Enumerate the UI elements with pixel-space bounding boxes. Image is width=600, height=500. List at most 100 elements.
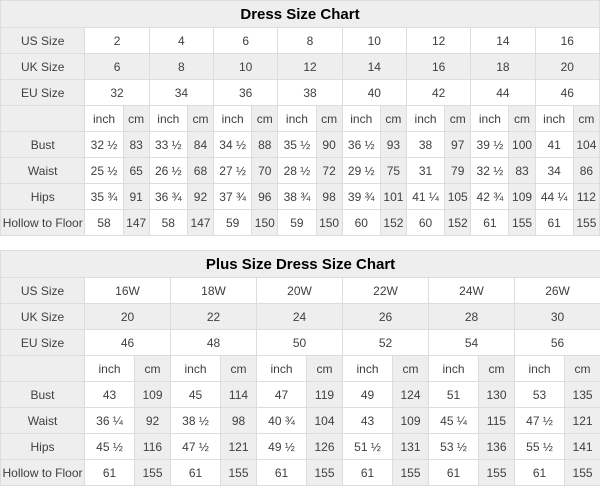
inch-value-cell: 43 xyxy=(343,408,393,434)
cm-value-cell: 124 xyxy=(393,382,429,408)
unit-cm-cell: cm xyxy=(565,356,600,382)
cm-value-cell: 65 xyxy=(123,158,149,184)
size-value-cell: 10 xyxy=(342,28,406,54)
size-value-cell: 10 xyxy=(214,54,278,80)
inch-value-cell: 61 xyxy=(515,460,565,486)
inch-value-cell: 32 ½ xyxy=(85,132,123,158)
inch-value-cell: 36 ½ xyxy=(342,132,380,158)
inch-value-cell: 34 xyxy=(535,158,573,184)
inch-value-cell: 41 ¼ xyxy=(406,184,444,210)
row-label: UK Size xyxy=(1,304,85,330)
size-value-cell: 2 xyxy=(85,28,149,54)
inch-value-cell: 61 xyxy=(171,460,221,486)
cm-value-cell: 98 xyxy=(221,408,257,434)
cm-value-cell: 90 xyxy=(316,132,342,158)
unit-inch-cell: inch xyxy=(471,106,509,132)
unit-inch-cell: inch xyxy=(342,106,380,132)
inch-value-cell: 49 xyxy=(343,382,393,408)
inch-value-cell: 37 ¾ xyxy=(214,184,252,210)
size-value-cell: 24W xyxy=(429,278,515,304)
size-value-cell: 14 xyxy=(471,28,535,54)
unit-cm-cell: cm xyxy=(135,356,171,382)
size-value-cell: 16 xyxy=(406,54,470,80)
inch-value-cell: 61 xyxy=(429,460,479,486)
inch-value-cell: 33 ½ xyxy=(149,132,187,158)
cm-value-cell: 152 xyxy=(445,210,471,236)
size-value-cell: 46 xyxy=(85,330,171,356)
cm-value-cell: 121 xyxy=(565,408,600,434)
row-label: Bust xyxy=(1,132,85,158)
inch-value-cell: 28 ½ xyxy=(278,158,316,184)
unit-inch-cell: inch xyxy=(515,356,565,382)
inch-value-cell: 59 xyxy=(278,210,316,236)
size-value-cell: 26W xyxy=(515,278,600,304)
cm-value-cell: 155 xyxy=(393,460,429,486)
unit-cm-cell: cm xyxy=(252,106,278,132)
inch-value-cell: 38 xyxy=(406,132,444,158)
size-value-cell: 16W xyxy=(85,278,171,304)
size-value-cell: 22 xyxy=(171,304,257,330)
cm-value-cell: 114 xyxy=(221,382,257,408)
unit-inch-cell: inch xyxy=(257,356,307,382)
size-value-cell: 32 xyxy=(85,80,149,106)
cm-value-cell: 68 xyxy=(187,158,213,184)
cm-value-cell: 75 xyxy=(380,158,406,184)
size-value-cell: 36 xyxy=(214,80,278,106)
cm-value-cell: 92 xyxy=(135,408,171,434)
inch-value-cell: 45 ½ xyxy=(85,434,135,460)
inch-value-cell: 38 ¾ xyxy=(278,184,316,210)
cm-value-cell: 83 xyxy=(123,132,149,158)
cm-value-cell: 147 xyxy=(187,210,213,236)
inch-value-cell: 43 xyxy=(85,382,135,408)
row-label: Hips xyxy=(1,184,85,210)
inch-value-cell: 53 ½ xyxy=(429,434,479,460)
inch-value-cell: 61 xyxy=(535,210,573,236)
row-label: EU Size xyxy=(1,330,85,356)
size-value-cell: 48 xyxy=(171,330,257,356)
cm-value-cell: 86 xyxy=(573,158,599,184)
cm-value-cell: 121 xyxy=(221,434,257,460)
cm-value-cell: 88 xyxy=(252,132,278,158)
inch-value-cell: 51 ½ xyxy=(343,434,393,460)
row-label: Hips xyxy=(1,434,85,460)
cm-value-cell: 150 xyxy=(252,210,278,236)
cm-value-cell: 116 xyxy=(135,434,171,460)
cm-value-cell: 79 xyxy=(445,158,471,184)
cm-value-cell: 101 xyxy=(380,184,406,210)
cm-value-cell: 98 xyxy=(316,184,342,210)
inch-value-cell: 58 xyxy=(149,210,187,236)
size-value-cell: 34 xyxy=(149,80,213,106)
size-value-cell: 4 xyxy=(149,28,213,54)
unit-cm-cell: cm xyxy=(221,356,257,382)
size-value-cell: 12 xyxy=(278,54,342,80)
inch-value-cell: 61 xyxy=(471,210,509,236)
cm-value-cell: 136 xyxy=(479,434,515,460)
inch-value-cell: 39 ¾ xyxy=(342,184,380,210)
unit-cm-cell: cm xyxy=(479,356,515,382)
size-value-cell: 38 xyxy=(278,80,342,106)
unit-inch-cell: inch xyxy=(406,106,444,132)
cm-value-cell: 155 xyxy=(565,460,600,486)
table-title: Plus Size Dress Size Chart xyxy=(1,251,600,278)
inch-value-cell: 60 xyxy=(406,210,444,236)
size-value-cell: 46 xyxy=(535,80,599,106)
inch-value-cell: 26 ½ xyxy=(149,158,187,184)
size-value-cell: 24 xyxy=(257,304,343,330)
cm-value-cell: 155 xyxy=(135,460,171,486)
row-label: EU Size xyxy=(1,80,85,106)
unit-cm-cell: cm xyxy=(123,106,149,132)
size-value-cell: 20 xyxy=(535,54,599,80)
size-value-cell: 26 xyxy=(343,304,429,330)
